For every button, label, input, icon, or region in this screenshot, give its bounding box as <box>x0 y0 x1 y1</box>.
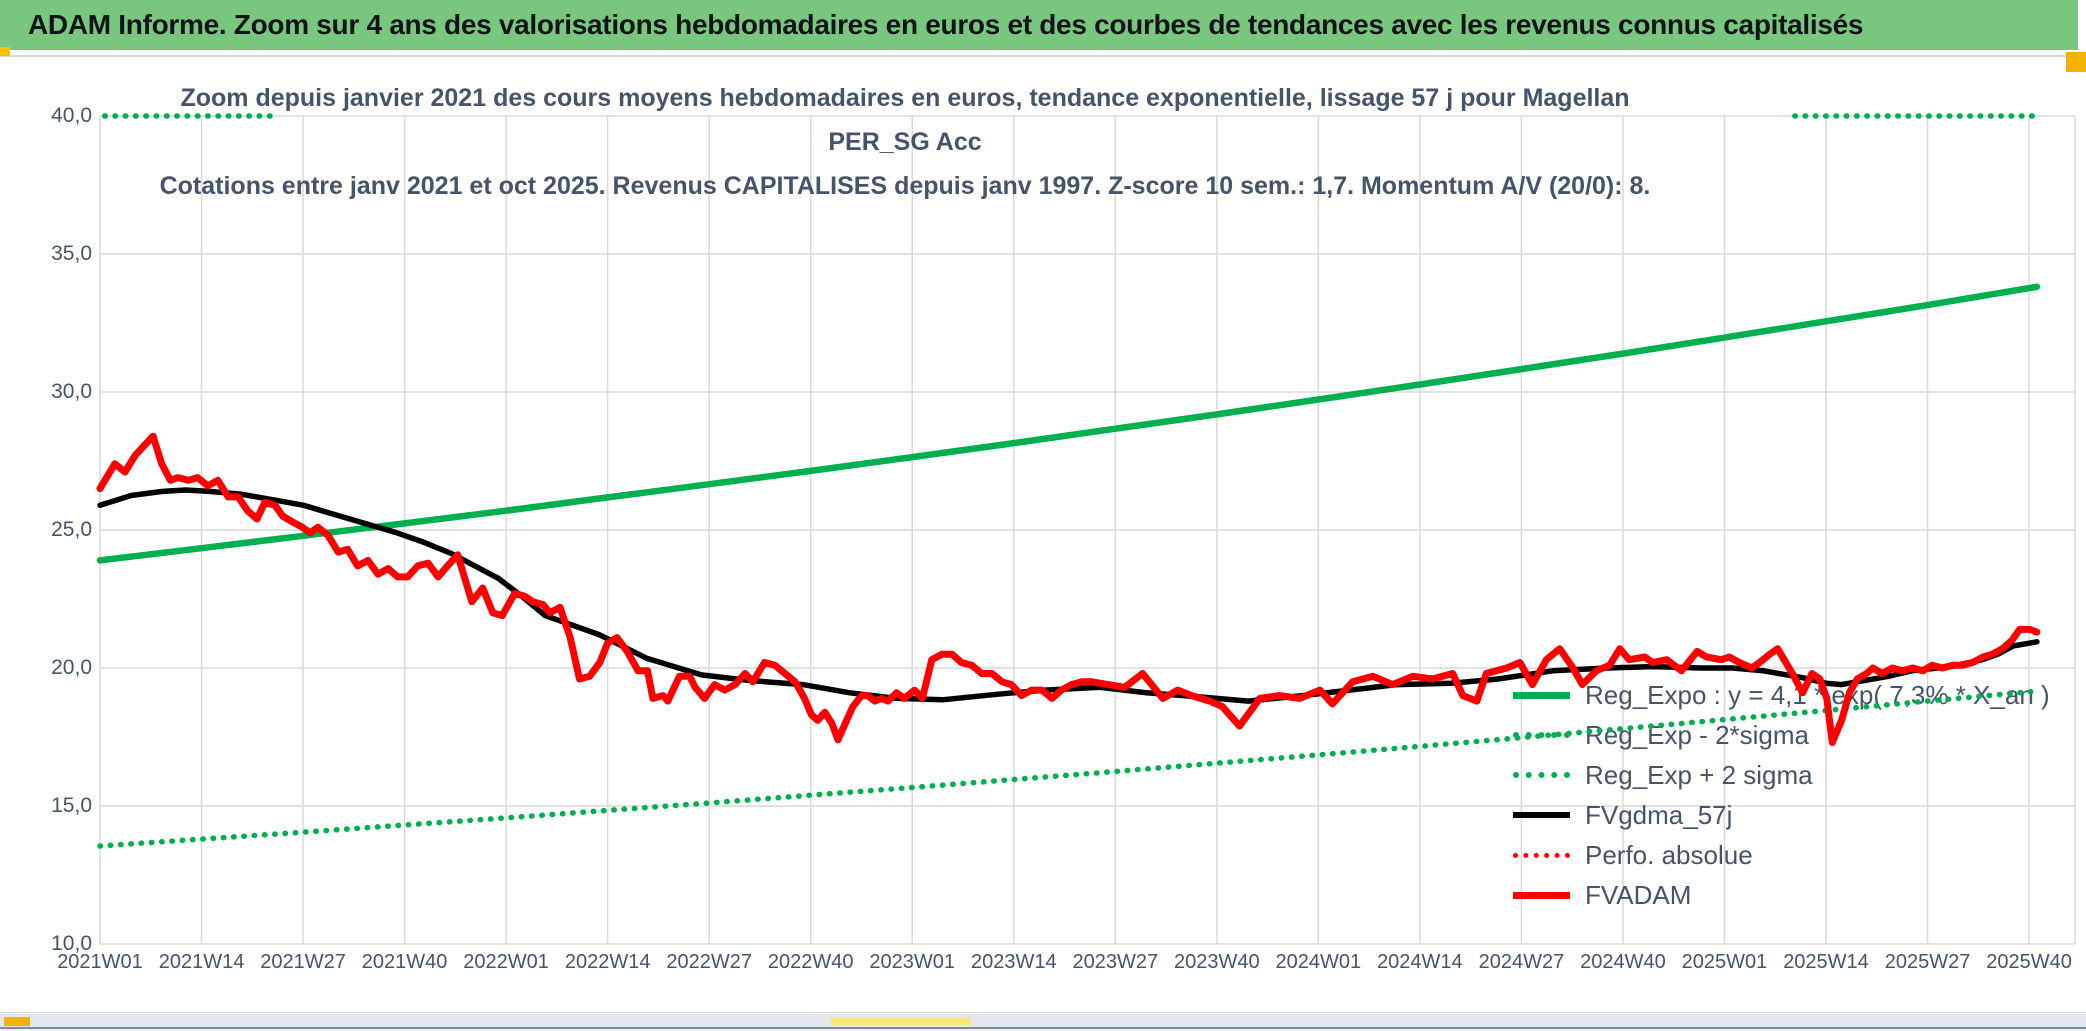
left-edge-tab-marker <box>0 47 10 56</box>
chart-bottom-border <box>0 1012 2086 1013</box>
legend-label: Reg_Exp - 2*sigma <box>1585 719 1809 750</box>
page-title: ADAM Informe. Zoom sur 4 ans des valoris… <box>28 9 1864 40</box>
x-axis-tick-label: 2022W27 <box>666 951 752 973</box>
legend-swatch-solid-line <box>1513 691 1570 699</box>
x-axis-tick-label: 2024W01 <box>1275 951 1362 973</box>
legend-label: Reg_Expo : y = 4,1 * exp( 7,3% * X_an ) <box>1585 679 2050 710</box>
titlebar-divider <box>0 55 2086 57</box>
legend-swatch-dotted-line <box>1513 772 1570 778</box>
chart-title: Zoom depuis janvier 2021 des cours moyen… <box>150 76 1660 208</box>
y-axis-tick-label: 10,0 <box>51 932 92 955</box>
legend-label: Perfo. absolue <box>1585 839 1753 870</box>
x-axis-tick-label: 2023W27 <box>1072 951 1159 973</box>
legend-swatch-dotted-line <box>1513 852 1570 858</box>
x-axis-tick-label: 2024W27 <box>1478 951 1565 973</box>
title-bar: ADAM Informe. Zoom sur 4 ans des valoris… <box>0 0 2078 50</box>
x-axis-tick-label: 2023W01 <box>869 951 956 973</box>
legend-swatch-dotted-line <box>1513 732 1570 738</box>
legend-item[interactable]: Reg_Expo : y = 4,1 * exp( 7,3% * X_an ) <box>1513 675 2050 715</box>
x-axis-tick-label: 2024W40 <box>1580 951 1666 973</box>
x-axis-tick-label: 2022W40 <box>767 951 854 973</box>
x-axis-tick-label: 2023W14 <box>970 951 1057 973</box>
legend-label: FVgdma_57j <box>1585 799 1733 830</box>
x-axis-tick-label: 2023W40 <box>1174 951 1260 973</box>
x-axis-tick-label: 2025W01 <box>1681 951 1768 973</box>
chart-title-line1: Zoom depuis janvier 2021 des cours moyen… <box>180 84 1630 156</box>
chart-legend: Reg_Expo : y = 4,1 * exp( 7,3% * X_an ) R… <box>1513 675 2050 915</box>
y-axis-tick-label: 35,0 <box>51 242 92 265</box>
chart-title-line2: Cotations entre janv 2021 et oct 2025. R… <box>159 172 1651 200</box>
x-axis-tick-label: 2022W01 <box>463 951 549 973</box>
x-axis-tick-label: 2021W40 <box>361 951 448 973</box>
legend-item[interactable]: Reg_Exp + 2 sigma <box>1513 755 2050 795</box>
legend-label: Reg_Exp + 2 sigma <box>1585 759 1813 790</box>
y-axis-tick-label: 30,0 <box>51 380 92 403</box>
y-axis-tick-label: 20,0 <box>51 656 92 679</box>
legend-swatch-solid-line <box>1513 812 1570 818</box>
y-axis-tick-label: 40,0 <box>51 104 92 127</box>
legend-label: FVADAM <box>1585 879 1692 910</box>
window-footer <box>0 1029 2086 1031</box>
window-bottom-edge <box>0 1027 2086 1029</box>
legend-item[interactable]: Reg_Exp - 2*sigma <box>1513 715 2050 755</box>
x-axis-tick-label: 2021W14 <box>158 951 245 973</box>
x-axis-tick-label: 2021W01 <box>57 951 143 973</box>
x-axis-tick-label: 2025W40 <box>1986 951 2072 973</box>
y-axis-tick-label: 15,0 <box>51 794 92 817</box>
x-axis-tick-label: 2025W27 <box>1884 951 1971 973</box>
legend-swatch-solid-line <box>1513 891 1570 899</box>
scrollbar-thumb[interactable] <box>831 1017 971 1025</box>
x-axis-tick-label: 2024W14 <box>1377 951 1463 973</box>
bottom-scrollbar-track <box>0 1014 2086 1027</box>
legend-item[interactable]: Perfo. absolue <box>1513 835 2050 875</box>
x-axis-tick-label: 2022W14 <box>564 951 651 973</box>
legend-item[interactable]: FVADAM <box>1513 875 2050 915</box>
top-right-tab-marker <box>2066 52 2086 72</box>
y-axis-tick-label: 25,0 <box>51 518 92 541</box>
legend-item[interactable]: FVgdma_57j <box>1513 795 2050 835</box>
x-axis-tick-label: 2021W27 <box>260 951 346 973</box>
bottom-left-marker <box>4 1017 30 1026</box>
x-axis-tick-label: 2025W14 <box>1783 951 1869 973</box>
